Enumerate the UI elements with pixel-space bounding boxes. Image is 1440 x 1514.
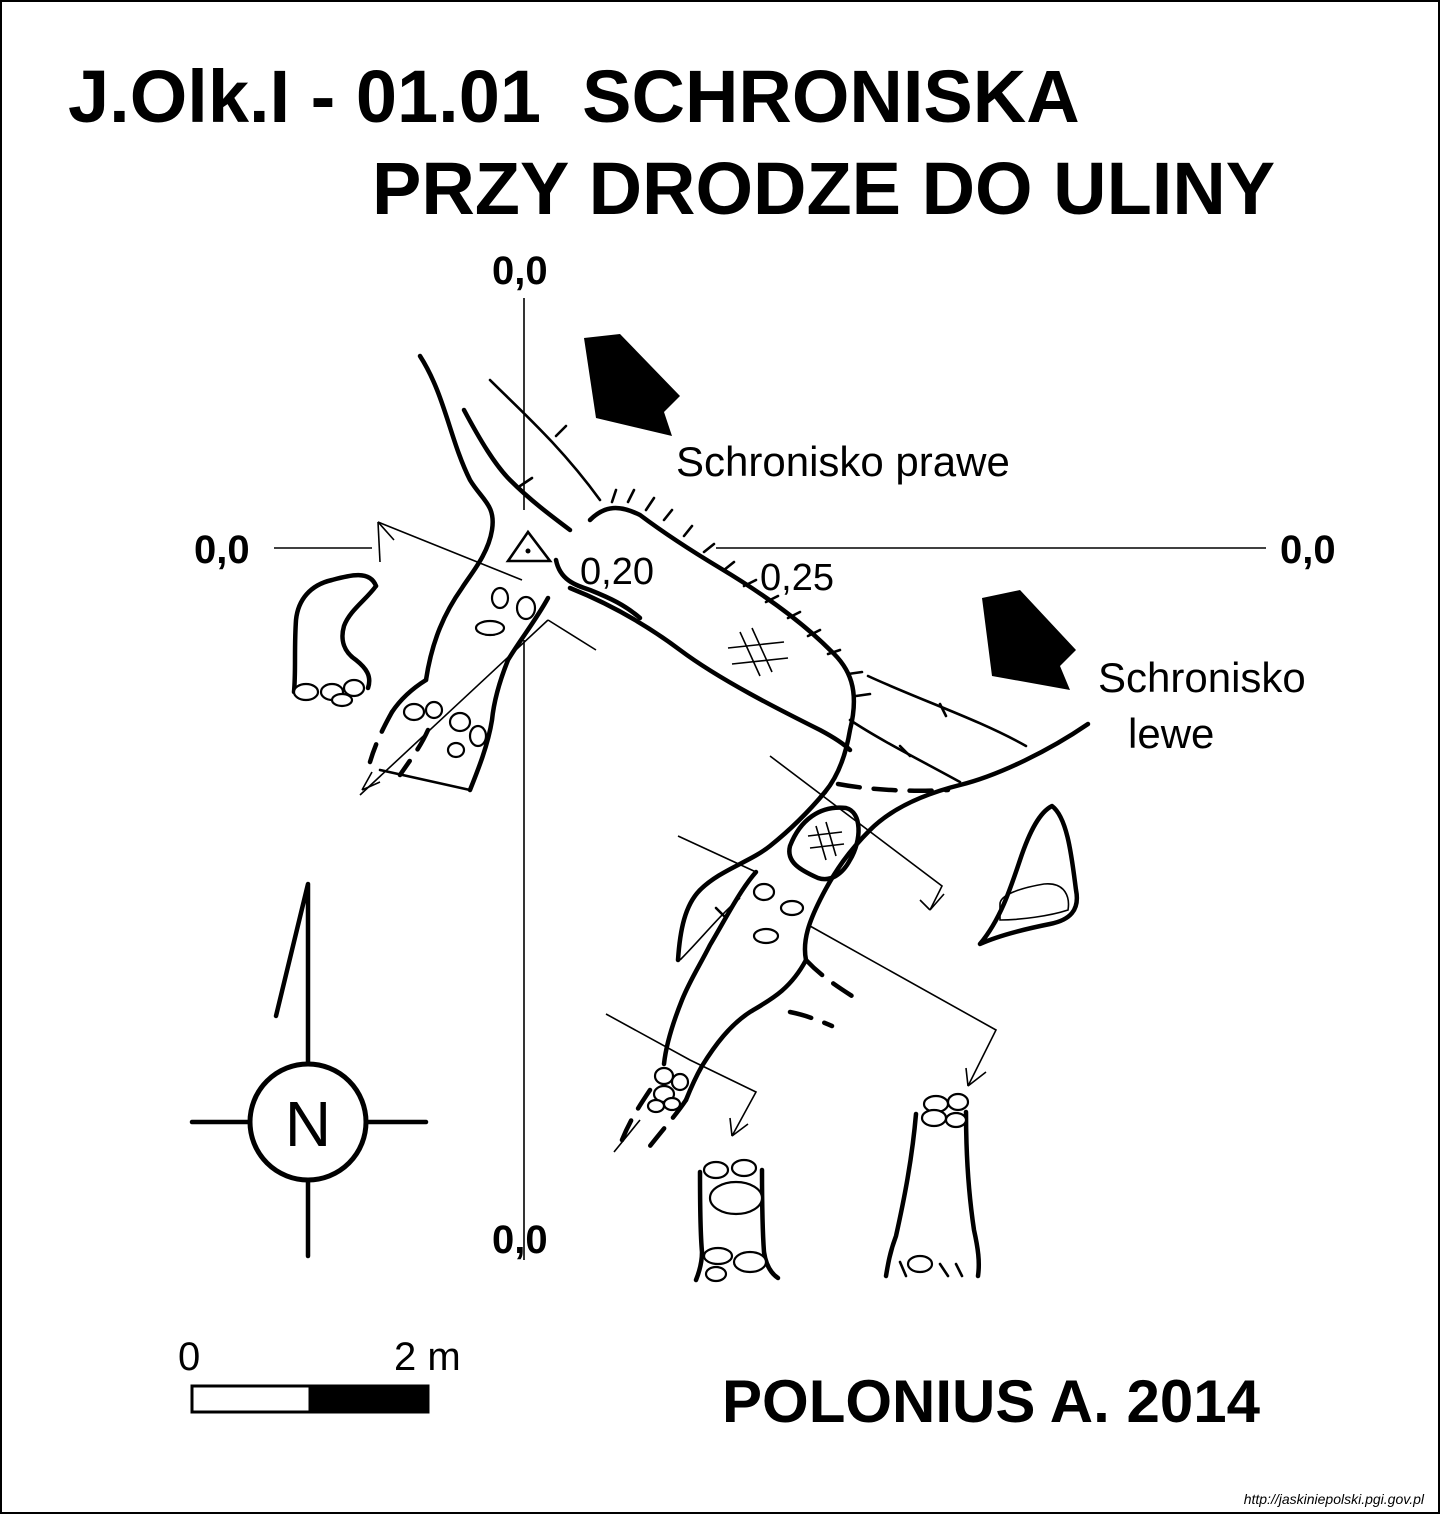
north-arrow: N	[189, 881, 429, 1259]
survey-station-point	[525, 548, 531, 554]
source-url: http://jaskiniepolski.pgi.gov.pl	[1244, 1491, 1425, 1507]
rock-block	[787, 805, 861, 882]
scale-bar-white-segment	[190, 1384, 312, 1414]
north-circle	[247, 1061, 369, 1183]
section-marker-top: 0,0	[492, 249, 548, 293]
label-schronisko-lewe-line1: Schronisko	[1098, 654, 1306, 701]
section-marker-right: 0,0	[1280, 528, 1336, 572]
cross-section-right	[977, 803, 1080, 947]
depth-value-1: 0,20	[580, 551, 654, 593]
cave-walls-left-shelter	[661, 721, 1091, 1103]
title-line-1: J.Olk.I - 01.01 SCHRONISKA	[68, 55, 1080, 138]
depth-value-2: 0,25	[760, 557, 834, 599]
survey-station-triangle	[505, 529, 553, 563]
north-arrow-pointer	[273, 881, 311, 1067]
rock-hatch-marks	[727, 627, 845, 861]
title-line-2: PRZY DRODZE DO ULINY	[372, 147, 1275, 230]
scale-label-end: 2 m	[394, 1335, 461, 1379]
passage-lower-left	[367, 709, 690, 1149]
cross-section-arrows	[359, 521, 998, 1153]
cross-section-bottom-left	[693, 1158, 781, 1283]
scale-label-start: 0	[178, 1335, 200, 1379]
label-schronisko-prawe: Schronisko prawe	[676, 438, 1010, 485]
scale-bar: 0 2 m	[178, 1335, 461, 1414]
cross-section-left	[291, 572, 379, 708]
author-credit: POLONIUS A. 2014	[722, 1368, 1261, 1435]
cross-section-bottom-right	[883, 1092, 982, 1279]
north-letter: N	[285, 1088, 331, 1160]
drip-line-hatching	[488, 378, 1028, 784]
entrance-arrow-left-shelter	[982, 590, 1076, 690]
section-marker-left: 0,0	[194, 528, 250, 572]
scale-bar-black-segment	[308, 1384, 430, 1414]
breakdown-stones	[402, 586, 805, 945]
section-marker-bottom: 0,0	[492, 1218, 548, 1262]
cave-walls-right-shelter	[389, 353, 857, 795]
entrance-arrow-right-shelter	[584, 334, 680, 436]
label-schronisko-lewe-line2: lewe	[1128, 710, 1214, 757]
